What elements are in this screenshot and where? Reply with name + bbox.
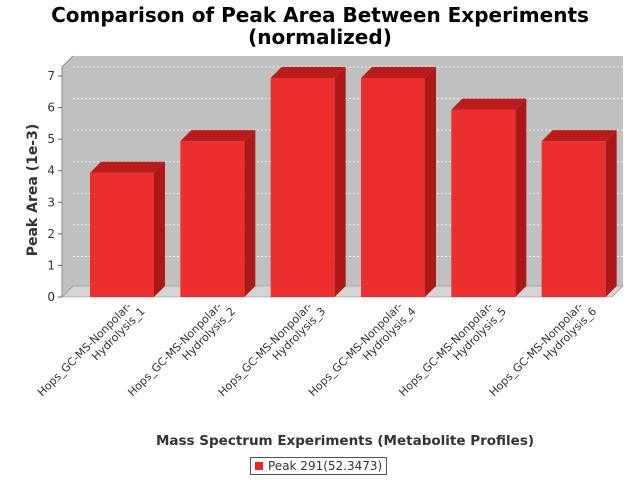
bar-side <box>605 130 617 297</box>
bar-top <box>270 67 346 78</box>
x-axis-label: Mass Spectrum Experiments (Metabolite Pr… <box>156 433 534 449</box>
legend-swatch <box>255 462 263 470</box>
bar-4 <box>361 67 436 297</box>
y-tick-label: 6 <box>47 101 55 115</box>
legend-label: Peak 291(52.3473) <box>268 459 383 473</box>
bar-front <box>90 172 154 297</box>
bar-side <box>334 67 346 297</box>
chart-title-line1: Comparison of Peak Area Between Experime… <box>51 3 589 27</box>
y-tick-label: 4 <box>47 164 55 178</box>
bar-1 <box>90 161 165 297</box>
bar-6 <box>541 130 617 297</box>
bar-side <box>244 130 256 297</box>
y-tick-label: 0 <box>47 290 55 304</box>
bar-top <box>90 161 165 173</box>
chart-title-line2: (normalized) <box>248 25 392 49</box>
y-tick-label: 2 <box>47 227 55 241</box>
bar-front <box>270 78 335 297</box>
x-axis: Hops_GC-MS-Nonpolar-Hydrolysis_1Hops_GC-… <box>35 300 599 399</box>
y-tick-label: 5 <box>47 132 55 146</box>
y-axis-label: Peak Area (1e-3) <box>25 124 41 257</box>
bar-top <box>451 98 527 110</box>
bar-2 <box>180 130 256 297</box>
bar-side <box>515 98 527 297</box>
x-category-label-line: Hops_GC-MS-Nonpolar- <box>35 300 134 399</box>
y-tick-label: 1 <box>47 258 55 272</box>
bar-front <box>361 78 425 297</box>
plot-top-left-edge <box>61 55 74 68</box>
bar-top <box>180 130 256 142</box>
bar-top <box>541 130 617 142</box>
y-tick-label: 7 <box>47 69 55 83</box>
y-tick-label: 3 <box>47 195 55 209</box>
bar-front <box>541 141 606 297</box>
bar-top <box>361 67 436 78</box>
bar-3 <box>270 67 346 297</box>
legend: Peak 291(52.3473) <box>250 457 388 475</box>
bar-side <box>425 67 436 297</box>
bar-5 <box>451 98 527 297</box>
bar-front <box>180 141 245 297</box>
y-axis: 0 1 2 3 4 5 6 7 <box>47 69 62 304</box>
bar-side <box>154 161 165 297</box>
bars <box>90 67 617 297</box>
bar-front <box>451 109 516 297</box>
